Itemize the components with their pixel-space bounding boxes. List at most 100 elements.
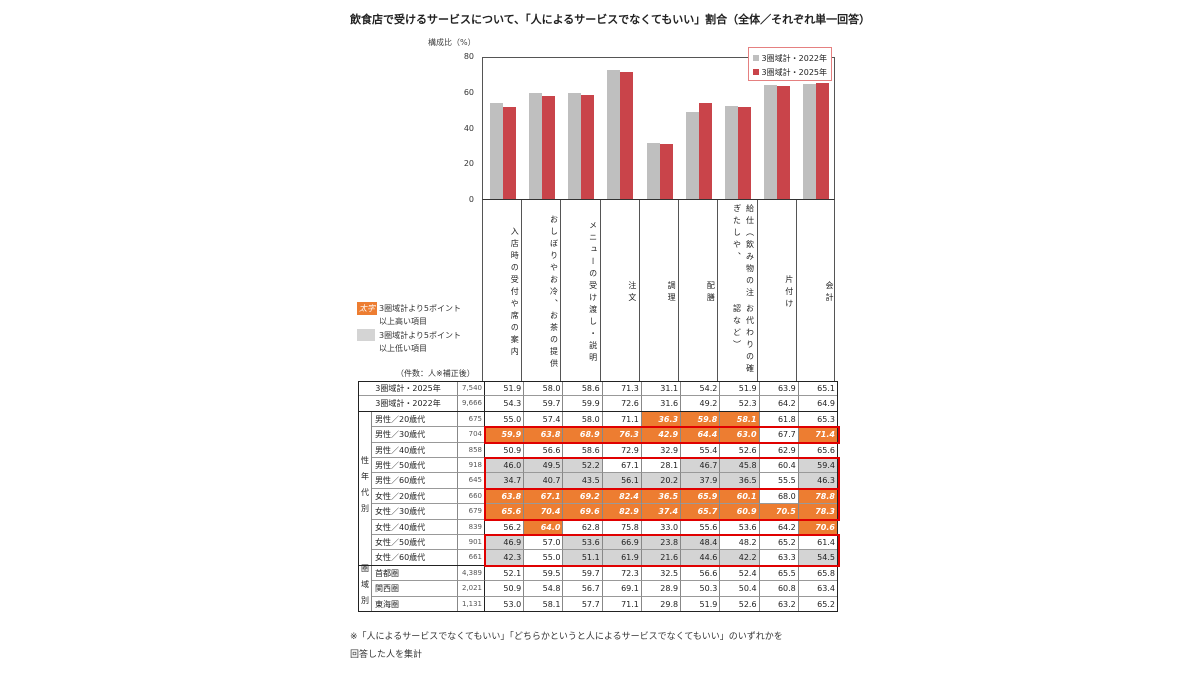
table-cell: 46.0 [485, 458, 525, 474]
table-cell: 56.6 [681, 565, 721, 582]
row-label: 女性／20歳代 [372, 488, 458, 505]
category-label-line: お代わりの確認など） [732, 304, 755, 377]
y-tick-label: 0 [468, 195, 474, 204]
table-cell: 65.5 [759, 565, 799, 582]
legend-label: 3圏域計・2025年 [761, 67, 827, 77]
y-tick-label: 40 [463, 123, 474, 133]
footnote-line2: 回答した人を集計 [350, 650, 423, 660]
table-cell: 54.2 [681, 381, 721, 397]
table-cell: 48.4 [681, 535, 721, 551]
footnote-line1: ※「人によるサービスでなくてもいい」「どちらかというと人によるサービスでなくても… [350, 632, 783, 642]
table-frame [358, 381, 838, 612]
bar-2025 [737, 106, 751, 199]
legend: 3圏域計・2022年 3圏域計・2025年 [748, 47, 832, 81]
row-label: 女性／40歳代 [372, 519, 458, 535]
bar-2025 [698, 102, 712, 199]
table-cell: 52.2 [563, 458, 603, 474]
plot-area [482, 57, 835, 200]
table-cell: 58.6 [563, 381, 603, 397]
category-label: メニューの受け渡し・説明 [561, 200, 601, 381]
legend-swatch-2022 [753, 55, 759, 61]
row-label: 男性／60歳代 [372, 473, 458, 489]
key-low-swatch [357, 329, 375, 341]
y-axis-label: 構成比（%） [428, 38, 476, 47]
legend-item-2025: 3圏域計・2025年 [753, 65, 827, 79]
category-label-line: 給仕（飲み物の注ぎたしや、 [732, 204, 755, 300]
bar-2022 [528, 93, 542, 199]
table-cell: 56.7 [563, 581, 603, 597]
table-cell: 45.8 [720, 458, 760, 474]
table-cell: 60.1 [720, 488, 760, 505]
table-cell: 54.8 [524, 581, 564, 597]
table-cell: 71.3 [602, 381, 642, 397]
category-label: 給仕（飲み物の注ぎたしや、お代わりの確認など） [718, 200, 758, 381]
legend-item-2022: 3圏域計・2022年 [753, 51, 827, 65]
row-label: 3圏域計・2025年 [358, 381, 458, 397]
legend-swatch-2025 [753, 69, 759, 75]
bar-2022 [646, 142, 660, 199]
table-cell: 23.8 [641, 535, 682, 551]
footnote: ※「人によるサービスでなくてもいい」「どちらかというと人によるサービスでなくても… [350, 628, 783, 664]
table-cell: 59.5 [524, 565, 564, 582]
table-cell: 58.0 [524, 381, 564, 397]
row-label: 男性／30歳代 [372, 427, 458, 443]
key-high-line2: 以上高い項目 [379, 317, 427, 326]
category-label-line: おしぼりやお冷、お茶の提供 [549, 214, 559, 371]
table-cell: 53.6 [563, 535, 603, 551]
bar-2022 [489, 102, 503, 199]
table-cell: 50.3 [681, 581, 721, 597]
table-cell: 66.9 [602, 535, 642, 551]
table-cell: 51.9 [720, 381, 760, 397]
key-high-badge: 太字 [357, 302, 377, 315]
table-cell: 67.1 [602, 458, 642, 474]
category-label: おしぼりやお冷、お茶の提供 [522, 200, 562, 381]
table-cell: 32.5 [641, 565, 682, 582]
bar-2022 [568, 92, 582, 199]
bar-2022 [685, 111, 699, 199]
row-label: 男性／20歳代 [372, 411, 458, 428]
row-label: 男性／50歳代 [372, 458, 458, 474]
table-divider [358, 410, 838, 413]
category-label-line: 入店時の受付や席の案内 [510, 226, 520, 359]
table-cell: 60.4 [759, 458, 799, 474]
table-cell: 63.9 [759, 381, 799, 397]
table-cell: 63.8 [485, 488, 525, 505]
table-cell: 49.5 [524, 458, 564, 474]
category-label: 注文 [601, 200, 640, 381]
table-cell: 59.7 [563, 565, 603, 582]
category-labels: 入店時の受付や席の案内 おしぼりやお冷、お茶の提供 メニューの受け渡し・説明 注文 調理… [482, 200, 835, 381]
table-cell: 68.0 [759, 488, 799, 505]
table-cell: 65.2 [759, 535, 799, 551]
category-label-line: メニューの受け渡し・説明 [588, 220, 598, 365]
row-count: 675 [458, 411, 485, 428]
bar-2025 [816, 83, 830, 199]
bar-2025 [659, 143, 673, 199]
bar-2025 [502, 106, 516, 199]
row-label: 女性／30歳代 [372, 504, 458, 520]
bar-2025 [541, 96, 555, 199]
category-label-line: 調理 [667, 280, 677, 305]
category-label-line: 片付け [784, 274, 794, 311]
category-label: 入店時の受付や席の案内 [483, 200, 523, 381]
table-cell: 72.3 [602, 565, 642, 582]
category-label: 調理 [640, 200, 680, 381]
row-label: 男性／40歳代 [372, 442, 458, 458]
table-cell: 46.7 [681, 458, 721, 474]
table-cell: 67.1 [524, 488, 564, 505]
key-high-line1: 3圏域計より5ポイント [379, 304, 462, 313]
row-count: 2,021 [458, 581, 485, 597]
table-cell: 31.1 [641, 381, 682, 397]
category-label: 配膳 [679, 200, 719, 381]
table-cell: 69.2 [563, 488, 603, 505]
row-label: 女性／50歳代 [372, 535, 458, 551]
bar-2022 [764, 85, 778, 199]
count-note: （件数：人※補正後） [396, 369, 475, 378]
category-label: 会計 [797, 200, 836, 381]
table-cell: 50.9 [485, 581, 525, 597]
key-low-line1: 3圏域計より5ポイント [379, 331, 462, 340]
key-low-line2: 以上低い項目 [379, 344, 427, 353]
category-label: 片付け [758, 200, 797, 381]
table-cell: 50.4 [720, 581, 760, 597]
bar-2025 [620, 72, 634, 199]
bar-2022 [724, 106, 738, 199]
